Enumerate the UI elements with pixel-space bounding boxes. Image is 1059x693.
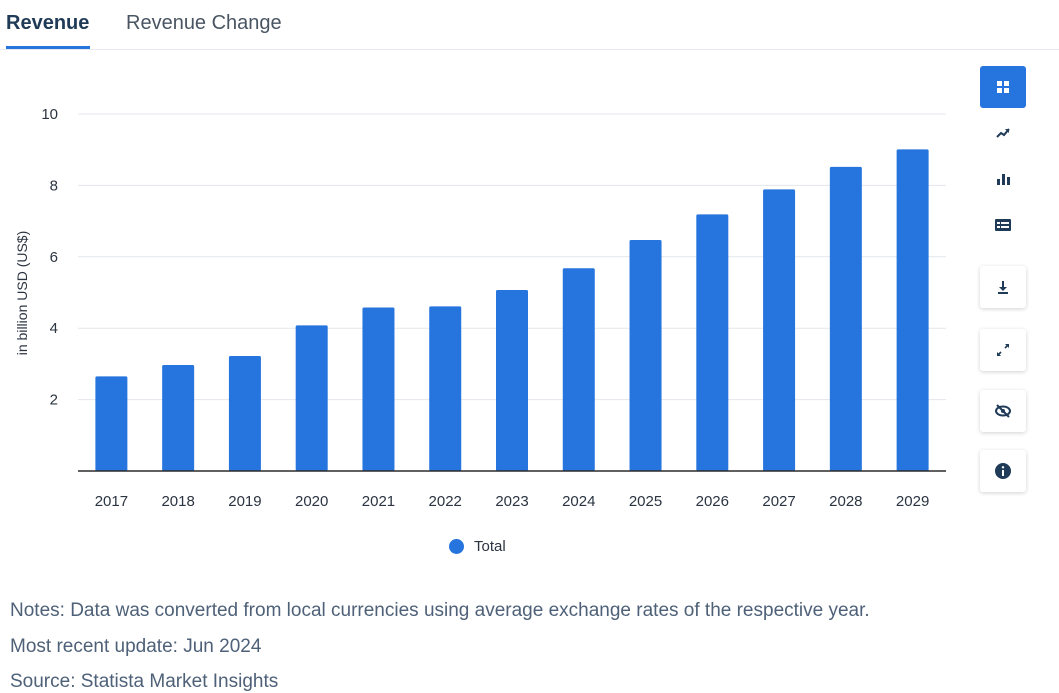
- tab-revenue[interactable]: Revenue: [6, 12, 90, 34]
- x-tick-label: 2027: [762, 493, 795, 510]
- bar-2017[interactable]: [95, 376, 128, 471]
- x-tick-label: 2029: [896, 493, 929, 510]
- grid-view-icon: [997, 81, 1009, 93]
- bar-2025[interactable]: [629, 240, 662, 471]
- notes-text: Notes: Data was converted from local cur…: [10, 600, 870, 621]
- x-tick-label: 2026: [696, 493, 729, 510]
- info-icon: [995, 463, 1011, 479]
- y-axis-label: in billion USD (US$): [14, 231, 30, 355]
- y-tick-label: 10: [41, 106, 58, 123]
- source-text: Source: Statista Market Insights: [10, 671, 279, 692]
- hide-chart-button[interactable]: [980, 390, 1026, 432]
- y-tick-label: 4: [50, 320, 58, 337]
- info-button[interactable]: [980, 450, 1026, 492]
- y-tick-label: 2: [50, 392, 58, 409]
- x-tick-label: 2020: [295, 493, 328, 510]
- bar-2021[interactable]: [362, 307, 395, 471]
- hide-icon: [995, 404, 1011, 418]
- bar-2029[interactable]: [896, 149, 929, 471]
- revenue-bar-chart: 2 4 6 8 10 in billion USD (US$) 2017 2018 2019 20…: [14, 106, 946, 510]
- x-tick-label: 2017: [95, 493, 128, 510]
- update-text: Most recent update: Jun 2024: [10, 636, 262, 657]
- bar-chart-button[interactable]: [980, 158, 1026, 200]
- active-tab-indicator: [6, 46, 90, 49]
- x-tick-label: 2021: [362, 493, 395, 510]
- legend-marker: [449, 539, 464, 554]
- bar-2023[interactable]: [496, 290, 528, 471]
- download-button[interactable]: [980, 266, 1026, 308]
- table-icon: [995, 219, 1011, 231]
- bar-chart-icon: [997, 174, 1010, 185]
- bar-2026[interactable]: [696, 214, 729, 471]
- tab-bar: Revenue Revenue Change: [0, 0, 1059, 50]
- x-tick-label: 2018: [161, 493, 194, 510]
- trend-line-icon: [996, 128, 1010, 138]
- x-tick-label: 2022: [429, 493, 462, 510]
- x-tick-label: 2019: [228, 493, 261, 510]
- expand-icon: [997, 344, 1009, 356]
- bar-2019[interactable]: [228, 356, 261, 471]
- x-tick-label: 2024: [562, 493, 595, 510]
- x-tick-label: 2025: [629, 493, 662, 510]
- bar-2020[interactable]: [295, 325, 328, 471]
- fullscreen-button[interactable]: [980, 329, 1026, 371]
- x-tick-label: 2028: [829, 493, 862, 510]
- chart-legend[interactable]: Total: [449, 538, 506, 555]
- x-tick-label: 2023: [495, 493, 528, 510]
- table-view-button[interactable]: [980, 204, 1026, 246]
- bar-2018[interactable]: [162, 364, 195, 471]
- bar-2024[interactable]: [562, 268, 595, 471]
- legend-label: Total: [474, 538, 506, 555]
- bar-2022[interactable]: [429, 306, 462, 471]
- line-chart-button[interactable]: [980, 112, 1026, 154]
- tab-revenue-change[interactable]: Revenue Change: [126, 12, 282, 34]
- bar-2028[interactable]: [829, 166, 862, 471]
- grid-view-button[interactable]: [980, 66, 1026, 108]
- y-tick-label: 8: [50, 177, 58, 194]
- download-icon: [998, 281, 1008, 294]
- bar-2027[interactable]: [763, 189, 796, 471]
- y-tick-label: 6: [50, 249, 58, 266]
